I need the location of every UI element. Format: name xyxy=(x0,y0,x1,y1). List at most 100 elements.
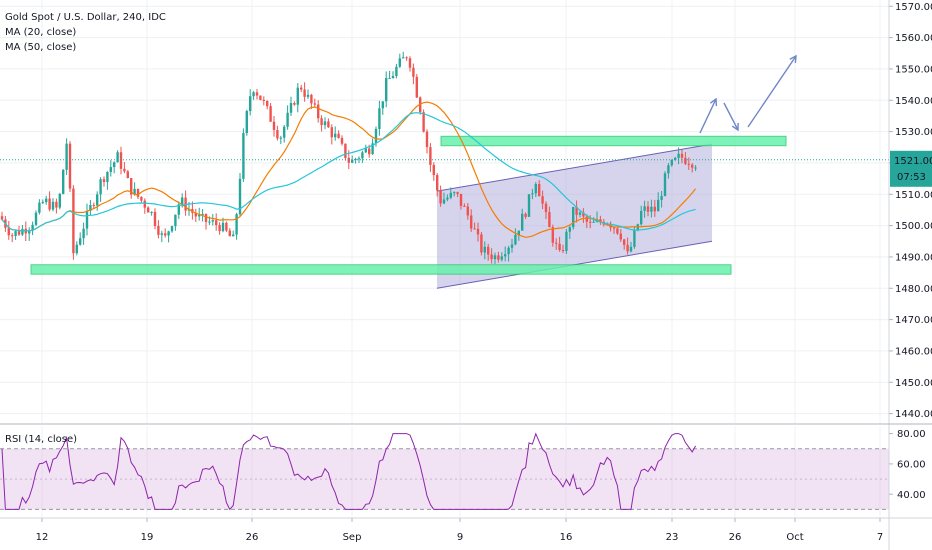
arrow-head xyxy=(789,54,797,64)
candle-body xyxy=(585,216,588,222)
symbol-title[interactable]: Gold Spot / U.S. Dollar, 240, IDC xyxy=(5,12,166,23)
support-zone[interactable] xyxy=(30,264,732,275)
candle-body xyxy=(612,227,616,229)
candle-body xyxy=(113,162,116,168)
time-tick-label: 26 xyxy=(246,532,259,543)
candle-body xyxy=(544,203,548,213)
candle-body xyxy=(616,228,619,234)
time-axis[interactable]: 12 19 26 Sep 9 16 23 26 Oct 7 xyxy=(36,518,884,543)
candle-body xyxy=(266,100,269,107)
projection-arrow[interactable] xyxy=(723,102,739,131)
candle-body xyxy=(225,222,228,231)
resistance-zone[interactable] xyxy=(440,135,787,147)
price-tick-label: 1510.00 xyxy=(895,190,932,201)
candle-body xyxy=(198,214,201,217)
candle-body xyxy=(245,111,248,134)
candle-body xyxy=(82,228,85,239)
candle-body xyxy=(640,210,643,225)
candle-body xyxy=(153,211,157,227)
time-tick-label: 23 xyxy=(666,532,679,543)
price-axis[interactable]: 1570.001560.001550.001540.001530.001520.… xyxy=(889,2,932,420)
candle-body xyxy=(136,188,140,197)
channel-upper-line[interactable] xyxy=(436,143,713,192)
candle-body xyxy=(262,99,265,101)
ma20-legend[interactable]: MA (20, close) xyxy=(5,27,77,38)
candle-body xyxy=(177,204,180,215)
candle-body xyxy=(388,78,391,80)
rsi-tick-label: 80.00 xyxy=(897,429,926,440)
candle-body xyxy=(293,102,296,105)
main-legend: Gold Spot / U.S. Dollar, 240, IDC MA (20… xyxy=(5,10,166,55)
projection-arrows[interactable] xyxy=(699,54,797,134)
projection-arrow[interactable] xyxy=(699,98,717,134)
price-badge-countdown: 07:53 xyxy=(897,172,926,183)
candle-body xyxy=(34,212,38,225)
candle-body xyxy=(378,108,381,129)
price-channel[interactable] xyxy=(437,144,712,289)
candle-body xyxy=(102,179,106,183)
candle-body xyxy=(181,197,184,205)
candle-body xyxy=(306,94,310,97)
candle-body xyxy=(626,244,629,252)
candle-body xyxy=(446,197,449,200)
candles xyxy=(0,51,697,265)
rsi-title[interactable]: RSI (14, close) xyxy=(5,434,78,445)
candle-body xyxy=(480,234,483,253)
candle-body xyxy=(45,198,48,203)
price-tick-label: 1470.00 xyxy=(895,315,932,326)
candle-body xyxy=(201,214,204,216)
candle-body xyxy=(232,234,235,237)
ma50-legend[interactable]: MA (50, close) xyxy=(5,42,77,53)
rsi-axis: 80.00 60.00 40.00 xyxy=(889,429,926,501)
candle-body xyxy=(0,216,4,220)
candle-body xyxy=(538,184,541,197)
candle-body xyxy=(524,213,527,217)
candle-body xyxy=(289,102,293,113)
rsi-tick-label: 60.00 xyxy=(897,459,926,470)
candle-body xyxy=(650,206,653,212)
candle-body xyxy=(330,127,333,138)
candle-body xyxy=(500,256,503,260)
candle-body xyxy=(215,220,218,226)
candle-body xyxy=(75,244,78,254)
candle-body xyxy=(235,214,238,235)
rsi-legend: RSI (14, close) xyxy=(5,432,77,447)
time-tick-label: 9 xyxy=(457,532,463,543)
candle-body xyxy=(453,192,456,194)
price-tick-label: 1530.00 xyxy=(895,127,932,138)
rsi-line xyxy=(1,432,697,511)
candle-body xyxy=(238,178,242,215)
candle-body xyxy=(667,165,670,174)
candle-body xyxy=(487,246,490,255)
candle-body xyxy=(160,233,163,235)
price-badge: 1521.00 07:53 xyxy=(890,150,932,187)
ma20-line xyxy=(1,101,697,238)
candle-body xyxy=(279,137,282,139)
candle-body xyxy=(548,212,551,228)
candle-body xyxy=(374,128,378,144)
candle-body xyxy=(504,254,507,257)
candle-body xyxy=(344,143,347,158)
candle-body xyxy=(99,179,102,195)
candle-body xyxy=(7,227,10,236)
candle-body xyxy=(167,231,170,236)
candle-body xyxy=(48,198,51,210)
candle-body xyxy=(521,213,524,231)
candle-body xyxy=(126,171,129,179)
price-tick-label: 1550.00 xyxy=(895,64,932,75)
candle-body xyxy=(79,238,82,245)
candle-body xyxy=(653,206,656,212)
candle-body xyxy=(663,173,667,196)
candle-body xyxy=(476,228,480,235)
candle-body xyxy=(130,178,133,195)
candle-body xyxy=(599,219,602,222)
candle-body xyxy=(565,231,568,251)
candle-body xyxy=(657,199,660,212)
projection-arrow[interactable] xyxy=(747,55,797,128)
candle-body xyxy=(449,192,452,198)
time-tick-label: 26 xyxy=(729,532,742,543)
candle-body xyxy=(41,202,44,204)
candle-body xyxy=(211,220,214,222)
